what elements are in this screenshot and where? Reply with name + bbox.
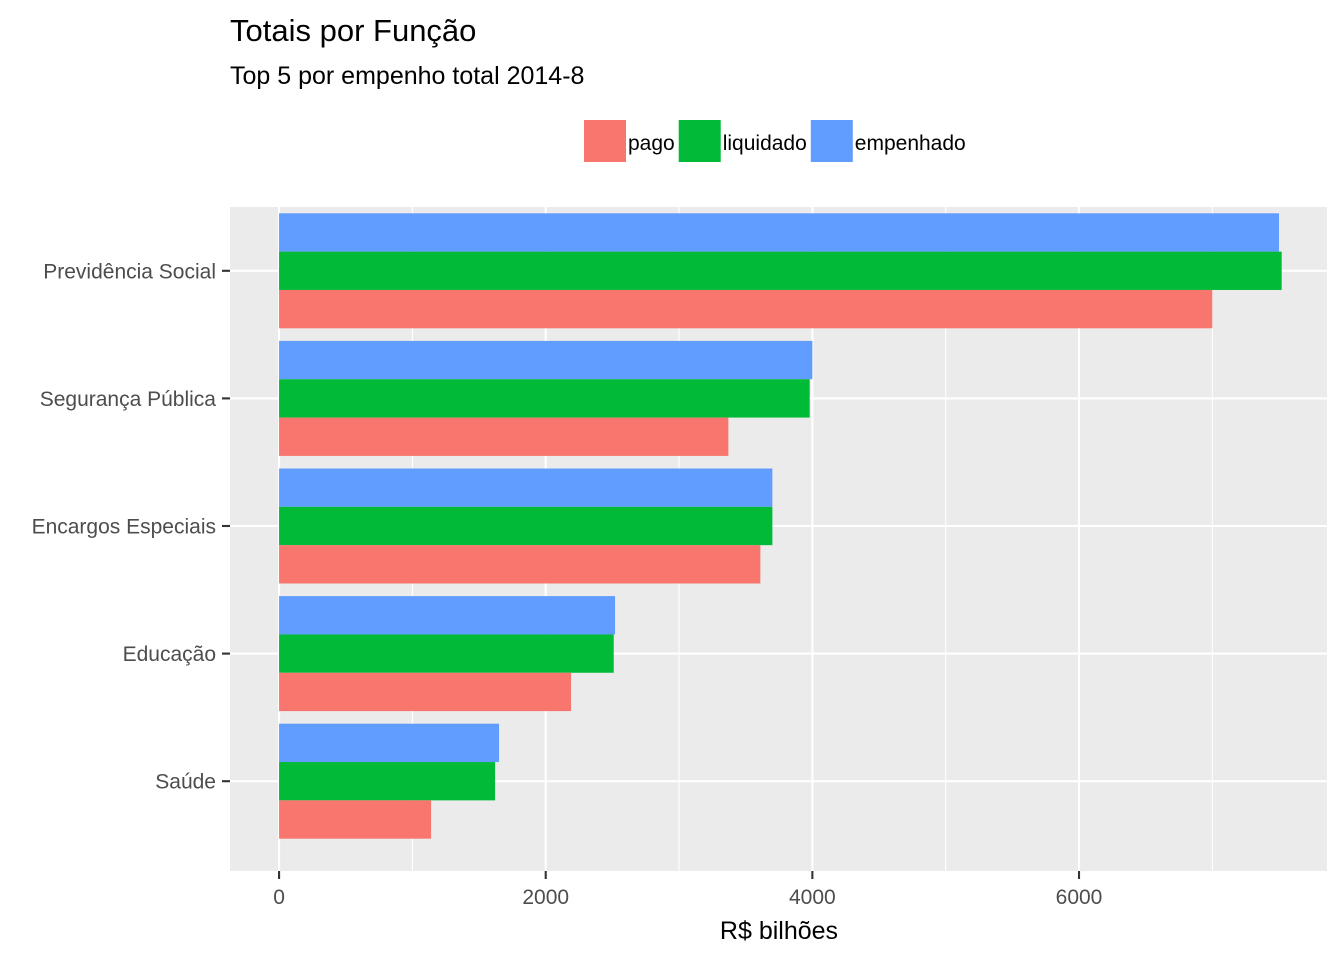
chart-title: Totais por Função xyxy=(230,13,476,48)
legend-label-pago: pago xyxy=(628,132,675,155)
legend-label-liquidado: liquidado xyxy=(723,132,807,155)
plot-area: Previdência Social Segurança Pública Encar… xyxy=(32,207,1327,909)
bar-pago xyxy=(279,800,432,839)
legend-key-empenhado xyxy=(810,120,853,162)
x-tick-label: 2000 xyxy=(522,886,569,909)
x-tick-label: 4000 xyxy=(789,886,836,909)
bar-empenhado xyxy=(279,340,813,380)
bar-empenhado xyxy=(279,723,500,763)
bar-pago xyxy=(279,672,572,712)
y-tick-label: Segurança Pública xyxy=(40,388,217,411)
y-tick-label: Saúde xyxy=(155,771,216,794)
bar-liquidado xyxy=(279,634,614,673)
chart-subtitle: Top 5 por empenho total 2014-8 xyxy=(230,62,584,90)
legend-item-pago: pago xyxy=(584,120,675,162)
y-tick-label: Previdência Social xyxy=(43,260,216,283)
bar-empenhado xyxy=(279,596,616,635)
bars xyxy=(279,213,1282,839)
bar-pago xyxy=(279,417,729,456)
bar-liquidado xyxy=(279,762,496,801)
legend-key-pago xyxy=(584,120,626,162)
x-tick-label: 6000 xyxy=(1056,886,1103,909)
y-axis: Previdência Social Segurança Pública Encar… xyxy=(32,260,230,794)
y-tick-label: Educação xyxy=(123,643,216,666)
x-axis-label: R$ bilhões xyxy=(720,917,838,945)
legend-key-liquidado xyxy=(678,120,721,162)
bar-liquidado xyxy=(279,379,810,418)
bar-liquidado xyxy=(279,506,773,546)
x-axis: 0 2000 4000 6000 xyxy=(273,871,1102,909)
bar-empenhado xyxy=(279,468,773,507)
bar-pago xyxy=(279,289,1213,329)
y-tick-label: Encargos Especiais xyxy=(32,516,216,539)
bar-empenhado xyxy=(279,213,1280,252)
legend: pago liquidado empenhado xyxy=(584,120,966,162)
legend-label-empenhado: empenhado xyxy=(855,132,966,155)
x-tick-label: 0 xyxy=(273,886,285,909)
legend-item-liquidado: liquidado xyxy=(678,120,807,162)
bar-liquidado xyxy=(279,251,1282,290)
legend-item-empenhado: empenhado xyxy=(810,120,966,162)
bar-pago xyxy=(279,545,761,584)
